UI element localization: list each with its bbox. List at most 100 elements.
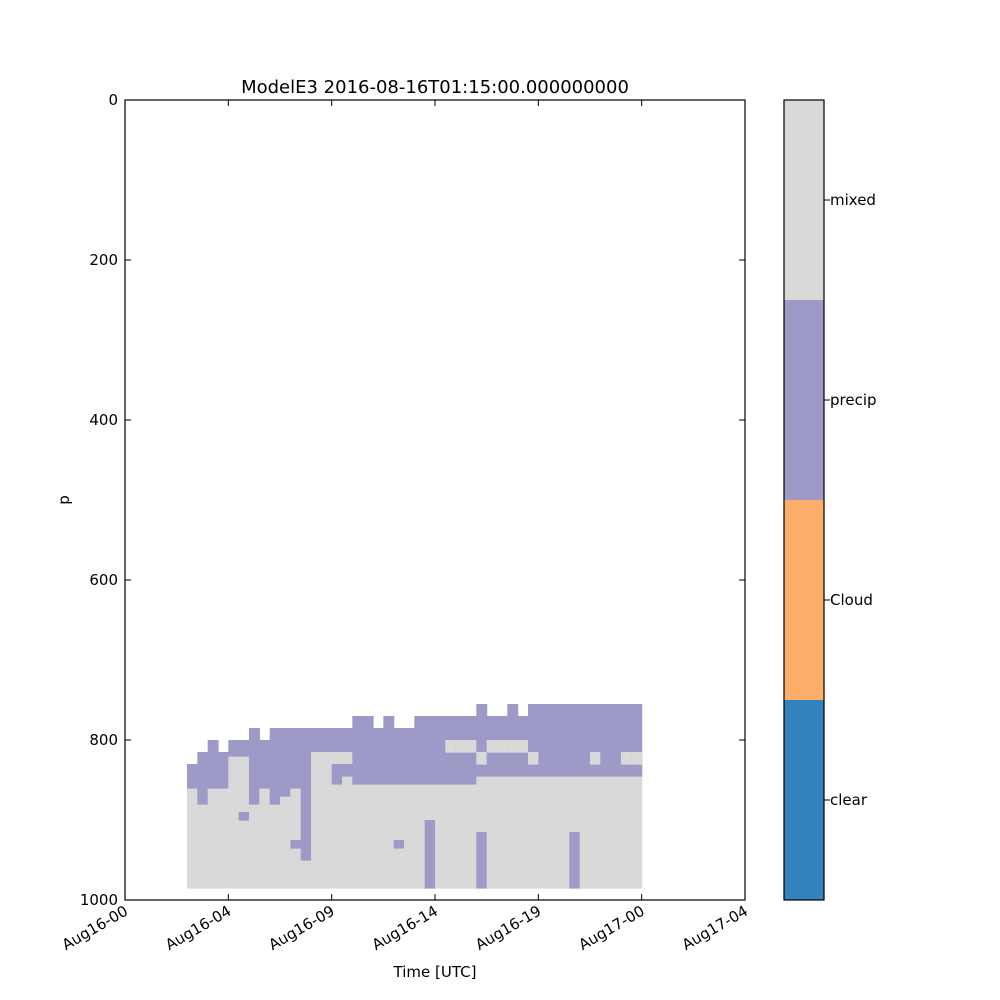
precip-cell xyxy=(331,728,343,753)
mixed-cell xyxy=(590,752,601,765)
mixed-cell xyxy=(497,740,508,753)
mixed-cell xyxy=(455,784,467,889)
mixed-cell xyxy=(610,776,622,889)
precip-cell xyxy=(331,764,343,785)
precip-cell xyxy=(590,704,601,777)
y-tick-label: 600 xyxy=(89,571,118,589)
mixed-cell xyxy=(331,752,343,889)
x-tick-label: Aug17-04 xyxy=(679,902,751,954)
x-axis-label: Time [UTC] xyxy=(393,963,477,981)
precip-cell xyxy=(476,832,488,889)
mixed-cell xyxy=(517,740,529,753)
mixed-cell xyxy=(445,740,457,753)
colorbar-label: mixed xyxy=(830,191,876,209)
precip-cell xyxy=(383,716,395,785)
precip-cell xyxy=(249,728,260,805)
precip-cell xyxy=(476,704,488,777)
colorbar: clear Cloud precip mixed xyxy=(783,99,877,901)
precip-cell xyxy=(548,704,560,777)
mixed-cell xyxy=(311,752,322,765)
y-axis-label: p xyxy=(55,495,73,505)
mixed-cell xyxy=(579,776,591,889)
colorbar-label: precip xyxy=(830,391,877,409)
x-tick-label: Aug16-09 xyxy=(266,902,338,954)
precip-cell xyxy=(269,728,281,805)
mixed-cell xyxy=(218,788,229,889)
precip-cell xyxy=(538,704,550,777)
x-tick-label: Aug16-04 xyxy=(162,902,234,954)
precip-cell xyxy=(404,728,415,785)
mixed-cell xyxy=(507,740,519,753)
mixed-cell xyxy=(538,776,550,889)
precip-cell xyxy=(280,728,291,797)
colorbar-segment xyxy=(784,100,824,300)
precip-cell xyxy=(393,728,405,785)
mixed-cell xyxy=(207,788,219,889)
mixed-cell xyxy=(404,784,415,889)
mixed-cell xyxy=(559,776,570,889)
mixed-cell xyxy=(280,796,291,889)
precip-cell xyxy=(569,832,581,889)
colorbar-label: Cloud xyxy=(830,591,873,609)
data-cells xyxy=(187,704,643,889)
precip-cell xyxy=(187,764,198,789)
precip-cell xyxy=(228,740,240,757)
mixed-cell xyxy=(486,776,498,889)
chart-title: ModelE3 2016-08-16T01:15:00.000000000 xyxy=(241,77,629,98)
mixed-cell xyxy=(466,740,477,753)
precip-cell xyxy=(414,716,426,785)
mixed-cell xyxy=(321,752,333,765)
mixed-cell xyxy=(507,776,519,889)
mixed-cell xyxy=(383,784,395,889)
precip-cell xyxy=(435,716,446,785)
precip-cell xyxy=(342,764,353,777)
precip-cell xyxy=(631,704,643,777)
mixed-cell xyxy=(476,752,488,765)
colorbar-segment xyxy=(784,700,824,900)
precip-cell xyxy=(342,728,353,753)
precip-cell xyxy=(579,704,591,777)
mixed-cell xyxy=(486,740,498,753)
precip-cell xyxy=(569,704,581,777)
mixed-cell xyxy=(497,776,508,889)
colorbar-segment xyxy=(784,500,824,700)
precip-cell xyxy=(373,728,384,785)
mixed-cell xyxy=(631,752,643,765)
precip-cell xyxy=(311,728,322,753)
mixed-cell xyxy=(331,752,343,765)
precip-cell xyxy=(290,728,302,789)
mixed-cell xyxy=(600,776,612,889)
mixed-cell xyxy=(455,740,467,753)
precip-cell xyxy=(259,740,271,789)
mixed-cell xyxy=(445,784,457,889)
mixed-cell xyxy=(414,784,426,889)
mixed-cell xyxy=(548,776,560,889)
mixed-cell xyxy=(621,752,632,765)
precip-cell xyxy=(238,740,250,757)
mixed-cell xyxy=(362,784,374,889)
mixed-cell xyxy=(373,784,384,889)
mixed-cell xyxy=(269,804,281,889)
precip-cell xyxy=(321,728,333,753)
precip-cell xyxy=(610,704,622,777)
precip-cell xyxy=(621,704,632,777)
mixed-cell xyxy=(187,788,198,889)
mixed-cell xyxy=(249,804,260,889)
mixed-cell xyxy=(528,776,539,889)
mixed-cell xyxy=(466,784,477,889)
x-tick-label: Aug16-14 xyxy=(369,902,441,954)
mixed-cell xyxy=(342,752,353,765)
y-tick-label: 800 xyxy=(89,731,118,749)
precip-cell xyxy=(290,840,302,849)
precip-cell xyxy=(300,728,312,861)
x-tick-label: Aug17-00 xyxy=(576,902,648,954)
mixed-cell xyxy=(311,752,322,889)
colorbar-frame xyxy=(783,99,825,901)
colorbar-label: clear xyxy=(830,791,868,809)
mixed-cell xyxy=(517,776,529,889)
colorbar-segment xyxy=(784,300,824,500)
mixed-cell xyxy=(300,860,312,889)
y-tick-label: 400 xyxy=(89,411,118,429)
mixed-cell xyxy=(197,804,209,889)
